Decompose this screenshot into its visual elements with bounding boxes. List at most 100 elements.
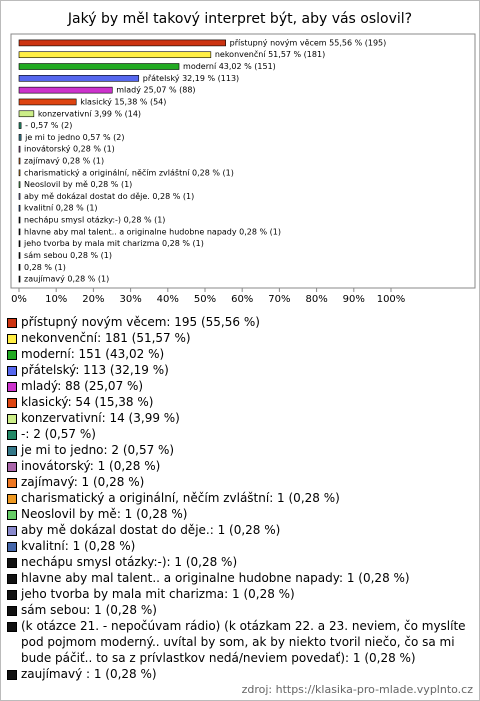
legend-label: nechápu smysl otázky:-): 1 (0,28 %) xyxy=(21,555,238,569)
bar-label: klasický 15,38 % (54) xyxy=(80,97,166,106)
bar xyxy=(18,228,21,236)
legend-label: zajímavý: 1 (0,28 %) xyxy=(21,475,145,489)
legend-item: nechápu smysl otázky:-): 1 (0,28 %) xyxy=(7,554,473,570)
legend-swatch xyxy=(7,478,17,488)
x-tick-label: 70% xyxy=(268,294,290,305)
legend-swatch xyxy=(7,318,17,328)
x-tick-label: 30% xyxy=(119,294,141,305)
bar xyxy=(18,51,212,59)
legend-label: -: 2 (0,57 %) xyxy=(21,427,96,441)
legend-label: aby mě dokázal dostat do děje.: 1 (0,28 … xyxy=(21,523,281,537)
legend: přístupný novým věcem: 195 (55,56 %) neko… xyxy=(7,314,473,682)
bar xyxy=(18,181,21,188)
legend-swatch xyxy=(7,366,17,376)
legend-swatch xyxy=(7,382,17,392)
x-tick-label: 10% xyxy=(45,294,67,305)
legend-swatch xyxy=(7,606,17,616)
bar-label: 0,28 % (1) xyxy=(24,263,66,272)
legend-label: inovátorský: 1 (0,28 %) xyxy=(21,459,161,473)
bar-label: aby mě dokázal dostat do děje. 0,28 % (1… xyxy=(24,192,194,201)
bar xyxy=(18,75,140,82)
legend-item: zaujímavý : 1 (0,28 %) xyxy=(7,666,473,682)
plot-frame xyxy=(10,33,476,289)
legend-label: moderní: 151 (43,02 %) xyxy=(21,347,165,361)
legend-swatch xyxy=(7,542,17,552)
bar xyxy=(18,169,21,177)
bar xyxy=(18,145,21,153)
bar xyxy=(18,157,21,165)
legend-item: Neoslovil by mě: 1 (0,28 %) xyxy=(7,506,473,522)
x-tick-label: 100% xyxy=(377,294,406,305)
legend-item: moderní: 151 (43,02 %) xyxy=(7,346,473,362)
legend-label: charismatický a originální, něčím zvlášt… xyxy=(21,491,340,505)
legend-label: nekonvenční: 181 (51,57 %) xyxy=(21,331,191,345)
x-tick-label: 0% xyxy=(11,294,27,305)
legend-label: je mi to jedno: 2 (0,57 %) xyxy=(21,443,175,457)
bar-label: kvalitní 0,28 % (1) xyxy=(24,204,98,213)
legend-item: přístupný novým věcem: 195 (55,56 %) xyxy=(7,314,473,330)
x-tick-label: 90% xyxy=(343,294,365,305)
bar xyxy=(18,39,226,47)
legend-swatch xyxy=(7,670,17,680)
x-tick-label: 50% xyxy=(194,294,216,305)
legend-label: kvalitní: 1 (0,28 %) xyxy=(21,539,136,553)
bar-label: moderní 43,02 % (151) xyxy=(183,62,276,71)
legend-swatch xyxy=(7,494,17,504)
bar xyxy=(18,86,113,94)
x-tick-label: 60% xyxy=(231,294,253,305)
legend-item: aby mě dokázal dostat do děje.: 1 (0,28 … xyxy=(7,522,473,538)
legend-item: charismatický a originální, něčím zvlášt… xyxy=(7,490,473,506)
legend-item: sám sebou: 1 (0,28 %) xyxy=(7,602,473,618)
bar-label: nechápu smysl otázky:-) 0,28 % (1) xyxy=(24,216,165,225)
bar-label: přátelský 32,19 % (113) xyxy=(143,74,239,83)
legend-label: přístupný novým věcem: 195 (55,56 %) xyxy=(21,315,260,329)
bar xyxy=(18,134,22,141)
legend-swatch xyxy=(7,622,17,632)
bar xyxy=(18,110,35,118)
bar xyxy=(18,98,77,106)
bar-label: - 0,57 % (2) xyxy=(25,121,72,130)
legend-swatch xyxy=(7,510,17,520)
legend-item: konzervativní: 14 (3,99 %) xyxy=(7,410,473,426)
source: zdroj: https://klasika-pro-mlade.vyplnto… xyxy=(241,683,473,696)
bar xyxy=(18,216,21,224)
bar-label: nekonvenční 51,57 % (181) xyxy=(215,49,325,59)
bar xyxy=(18,263,21,271)
legend-item: přátelský: 113 (32,19 %) xyxy=(7,362,473,378)
legend-swatch xyxy=(7,430,17,440)
bar-label: zajímavý 0,28 % (1) xyxy=(24,157,104,166)
legend-item: zajímavý: 1 (0,28 %) xyxy=(7,474,473,490)
legend-label: sám sebou: 1 (0,28 %) xyxy=(21,603,157,617)
legend-swatch xyxy=(7,350,17,360)
legend-swatch xyxy=(7,590,17,600)
bar-label: mladý 25,07 % (88) xyxy=(116,86,195,95)
legend-swatch xyxy=(7,334,17,344)
legend-swatch xyxy=(7,526,17,536)
legend-item: inovátorský: 1 (0,28 %) xyxy=(7,458,473,474)
x-tick-label: 20% xyxy=(82,294,104,305)
legend-label: Neoslovil by mě: 1 (0,28 %) xyxy=(21,507,188,521)
legend-swatch xyxy=(7,446,17,456)
legend-label: klasický: 54 (15,38 %) xyxy=(21,395,154,409)
bar xyxy=(18,252,21,259)
legend-item: hlavne aby mal talent.. a originalne hud… xyxy=(7,570,473,586)
legend-item: kvalitní: 1 (0,28 %) xyxy=(7,538,473,554)
bar-label: hlavne aby mal talent.. a originalne hud… xyxy=(24,227,281,236)
bar-label: sám sebou 0,28 % (1) xyxy=(24,251,112,260)
legend-item: mladý: 88 (25,07 %) xyxy=(7,378,473,394)
bar-label: konzervativní 3,99 % (14) xyxy=(38,109,141,118)
legend-label: hlavne aby mal talent.. a originalne hud… xyxy=(21,571,410,585)
legend-label: jeho tvorba by mala mit charizma: 1 (0,2… xyxy=(21,587,295,601)
legend-item: jeho tvorba by mala mit charizma: 1 (0,2… xyxy=(7,586,473,602)
bar-label: jeho tvorba by mala mit charizma 0,28 % … xyxy=(23,239,204,248)
bar-label: charismatický a originální, něčím zvlášt… xyxy=(24,167,234,177)
legend-label: mladý: 88 (25,07 %) xyxy=(21,379,144,393)
chart-title: Jaký by měl takový interpret být, aby vá… xyxy=(67,11,412,27)
bar xyxy=(18,193,21,200)
legend-label: konzervativní: 14 (3,99 %) xyxy=(21,411,180,425)
legend-item: -: 2 (0,57 %) xyxy=(7,426,473,442)
bar-label: Neoslovil by mě 0,28 % (1) xyxy=(24,180,132,189)
bar-label: zaujímavý 0,28 % (1) xyxy=(24,275,109,284)
bar xyxy=(18,204,21,212)
